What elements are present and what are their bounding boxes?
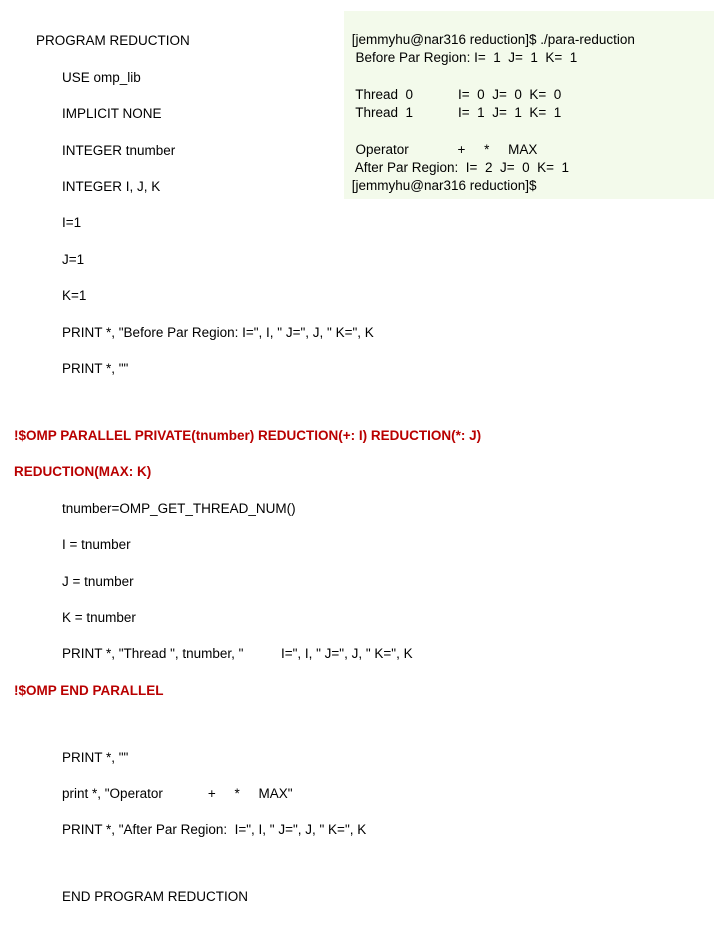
code-omp3: !$OMP END PARALLEL <box>14 682 706 700</box>
out-line-5: Thread 1 I= 1 J= 1 K= 1 <box>348 105 561 120</box>
out-line-9: [jemmyhu@nar316 reduction]$ <box>348 178 537 193</box>
spacer <box>14 718 706 730</box>
code-l12: I = tnumber <box>62 536 706 554</box>
code-l15: PRINT *, "Thread ", tnumber, " I=", I, "… <box>62 645 706 663</box>
spacer <box>14 858 706 870</box>
code-l8: K=1 <box>62 287 706 305</box>
out-line-8: After Par Region: I= 2 J= 0 K= 1 <box>348 160 569 175</box>
code-omp1: !$OMP PARALLEL PRIVATE(tnumber) REDUCTIO… <box>14 427 706 445</box>
terminal-output: [jemmyhu@nar316 reduction]$ ./para-reduc… <box>344 11 714 199</box>
out-line-4: Thread 0 I= 0 J= 0 K= 0 <box>348 87 561 102</box>
code-l6: I=1 <box>62 214 706 232</box>
out-line-2: Before Par Region: I= 1 J= 1 K= 1 <box>348 50 577 65</box>
spacer <box>14 397 706 409</box>
code-l10: PRINT *, "" <box>62 360 706 378</box>
code-l17: print *, "Operator + * MAX" <box>62 785 706 803</box>
code-l19: END PROGRAM REDUCTION <box>62 888 706 906</box>
out-line-1: [jemmyhu@nar316 reduction]$ ./para-reduc… <box>348 32 635 47</box>
code-omp2: REDUCTION(MAX: K) <box>14 463 706 481</box>
code-l14: K = tnumber <box>62 609 706 627</box>
code-l18: PRINT *, "After Par Region: I=", I, " J=… <box>62 821 706 839</box>
code-l13: J = tnumber <box>62 573 706 591</box>
code-l11: tnumber=OMP_GET_THREAD_NUM() <box>62 500 706 518</box>
code-l7: J=1 <box>62 251 706 269</box>
code-l16: PRINT *, "" <box>62 749 706 767</box>
out-line-7: Operator + * MAX <box>348 142 537 157</box>
code-l9: PRINT *, "Before Par Region: I=", I, " J… <box>62 324 706 342</box>
